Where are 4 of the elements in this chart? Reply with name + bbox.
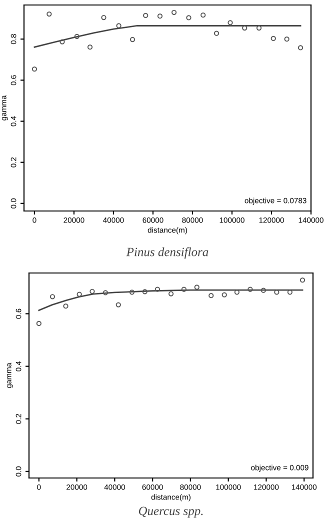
line-series <box>38 289 304 312</box>
text: Pinus densiflora <box>126 247 208 259</box>
text: Quercus spp. <box>138 506 203 518</box>
line-series <box>34 25 302 48</box>
